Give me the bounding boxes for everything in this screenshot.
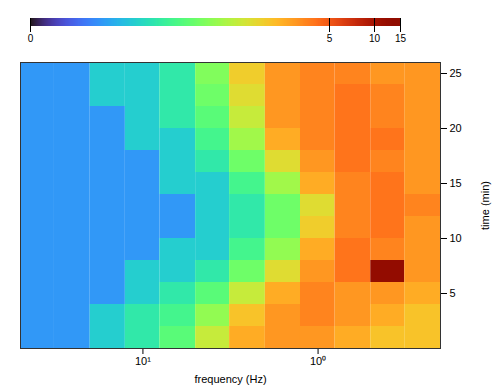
svg-text:10⁰: 10⁰ [310, 355, 326, 367]
svg-text:frequency (Hz): frequency (Hz) [194, 373, 266, 385]
svg-text:15: 15 [450, 177, 462, 189]
svg-text:5: 5 [327, 33, 333, 44]
svg-text:0: 0 [28, 33, 34, 44]
svg-text:15: 15 [395, 33, 407, 44]
svg-text:10: 10 [369, 33, 381, 44]
svg-text:25: 25 [450, 67, 462, 79]
svg-text:time (min): time (min) [479, 181, 491, 230]
svg-text:5: 5 [450, 287, 456, 299]
svg-text:10: 10 [450, 232, 462, 244]
svg-text:20: 20 [450, 122, 462, 134]
svg-text:10¹: 10¹ [135, 355, 151, 367]
